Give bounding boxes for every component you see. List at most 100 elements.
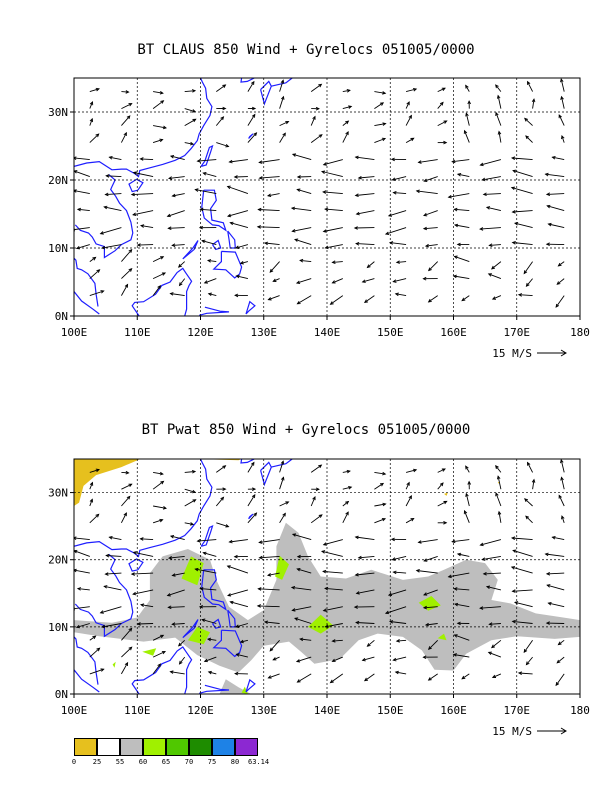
wind-vector bbox=[423, 176, 438, 183]
wind-vector bbox=[310, 83, 323, 92]
wind-vector bbox=[121, 483, 133, 490]
wind-vector bbox=[384, 227, 407, 236]
wind-vector bbox=[331, 656, 343, 663]
wind-vector bbox=[561, 135, 565, 143]
top-map-title: BT CLAUS 850 Wind + Gyrelocs 051005/0000 bbox=[137, 42, 475, 58]
wind-vector bbox=[354, 572, 375, 577]
wind-vector bbox=[354, 155, 375, 161]
wind-vector bbox=[203, 656, 217, 663]
lat-label: 10N bbox=[48, 242, 68, 255]
wind-vector bbox=[76, 207, 90, 212]
wind-vector bbox=[139, 224, 154, 229]
wind-vector bbox=[104, 572, 122, 576]
wind-vector bbox=[527, 80, 534, 92]
wind-vector bbox=[169, 292, 185, 297]
wind-vector bbox=[184, 522, 195, 526]
wind-vector bbox=[257, 587, 280, 591]
wind-vector bbox=[153, 505, 167, 510]
wind-vector bbox=[234, 671, 248, 676]
pwat-60-65-region bbox=[142, 648, 157, 656]
pwat-60-65-region bbox=[437, 633, 447, 641]
wind-vector bbox=[374, 482, 385, 490]
coastline bbox=[212, 250, 243, 279]
wind-vector bbox=[310, 134, 323, 143]
wind-vector bbox=[322, 227, 343, 233]
wind-vector bbox=[258, 539, 280, 544]
wind-vector bbox=[463, 129, 470, 143]
wind-vector bbox=[169, 670, 185, 675]
wind-vector bbox=[120, 512, 127, 524]
wind-vector bbox=[511, 240, 533, 246]
wind-vector bbox=[196, 159, 217, 163]
wind-vector bbox=[89, 87, 100, 93]
wind-vector bbox=[247, 80, 255, 92]
wind-vector bbox=[551, 155, 565, 161]
wind-vector bbox=[279, 95, 285, 109]
colorbar-swatch bbox=[97, 738, 120, 756]
wind-vector bbox=[405, 87, 418, 93]
coastline bbox=[248, 513, 254, 520]
wind-vector bbox=[511, 210, 533, 214]
wind-vector bbox=[495, 492, 502, 507]
wind-vector bbox=[121, 627, 133, 641]
wind-vector bbox=[546, 204, 565, 212]
wind-vector bbox=[479, 539, 502, 547]
wind-vector bbox=[497, 130, 502, 143]
wind-vector bbox=[495, 111, 502, 126]
wind-vector bbox=[215, 496, 225, 507]
wind-vector bbox=[523, 640, 533, 654]
wind-vector bbox=[525, 278, 533, 288]
lat-label: 20N bbox=[48, 554, 68, 567]
wind-vector bbox=[89, 133, 100, 143]
wind-vector bbox=[424, 622, 438, 627]
wind-vector bbox=[103, 205, 122, 212]
wind-vector bbox=[121, 661, 129, 675]
wind-vector bbox=[121, 103, 133, 110]
wind-vector bbox=[511, 619, 533, 624]
wind-vector bbox=[487, 273, 502, 280]
wind-vector bbox=[266, 193, 280, 198]
wind-vector bbox=[295, 656, 312, 663]
pwat-0-25-region bbox=[74, 459, 141, 506]
wind-vector bbox=[247, 132, 258, 143]
wind-vector bbox=[331, 260, 343, 265]
wind-vector bbox=[437, 482, 444, 490]
wind-vector bbox=[247, 512, 258, 524]
wind-vector bbox=[512, 549, 533, 557]
wind-vector bbox=[331, 278, 343, 284]
wind-vector bbox=[74, 170, 90, 178]
wind-vector bbox=[310, 115, 316, 126]
wind-vector bbox=[452, 274, 470, 280]
wind-vector bbox=[89, 513, 100, 524]
top-map-content bbox=[74, 78, 580, 316]
wind-vector bbox=[531, 98, 536, 109]
wind-vector bbox=[322, 539, 343, 546]
wind-vector bbox=[423, 555, 438, 562]
wind-vector bbox=[234, 293, 248, 298]
wind-vector bbox=[152, 634, 165, 641]
colorbar: 0 25 55 60 65 70 75 80 63.14 bbox=[72, 738, 274, 768]
wind-vector bbox=[496, 94, 502, 109]
wind-vector bbox=[279, 476, 285, 490]
wind-vector bbox=[194, 567, 217, 574]
wind-vector bbox=[233, 175, 248, 179]
wind-vector bbox=[405, 101, 410, 109]
coastline bbox=[260, 80, 272, 106]
lon-label: 140E bbox=[314, 326, 341, 339]
wind-vector bbox=[354, 193, 375, 198]
lon-label: 110E bbox=[124, 704, 151, 717]
wind-vector bbox=[247, 487, 257, 491]
wind-vector bbox=[555, 673, 565, 687]
wind-vector bbox=[487, 651, 502, 658]
wind-vector bbox=[269, 639, 280, 652]
coastline bbox=[74, 459, 213, 558]
coastline bbox=[248, 133, 254, 139]
lat-label: 30N bbox=[48, 106, 68, 119]
wind-vector bbox=[374, 137, 387, 144]
wind-vector bbox=[517, 293, 533, 297]
coastline bbox=[245, 678, 256, 693]
lon-label: 160E bbox=[440, 326, 467, 339]
wind-vector bbox=[201, 239, 217, 246]
wind-vector bbox=[108, 155, 122, 161]
